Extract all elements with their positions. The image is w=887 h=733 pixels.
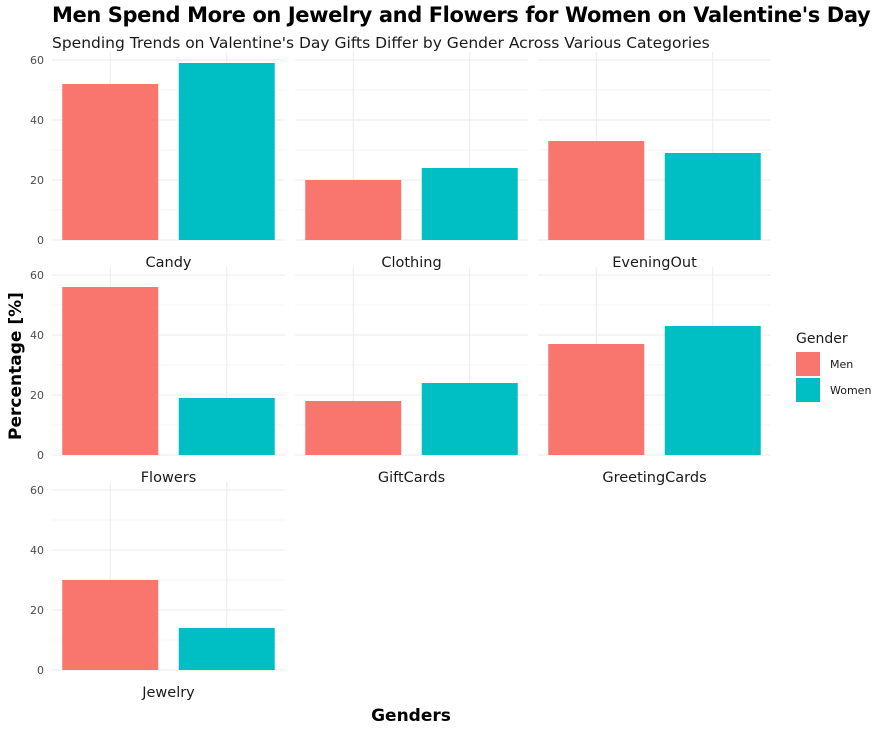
- y-tick-label: 20: [30, 174, 44, 187]
- bar-giftcards-women: [421, 383, 518, 455]
- facet-label-eveningout: EveningOut: [612, 255, 697, 271]
- bar-giftcards-men: [305, 401, 402, 455]
- y-tick-label: 60: [30, 484, 44, 497]
- facet-label-flowers: Flowers: [141, 470, 197, 486]
- y-tick-label: 0: [37, 664, 44, 677]
- legend-title: Gender: [796, 331, 848, 347]
- y-axis-title: Percentage [%]: [6, 292, 26, 440]
- bar-greetingcards-men: [548, 344, 645, 455]
- x-axis-title: Genders: [371, 706, 451, 726]
- y-tick-label: 40: [30, 114, 44, 127]
- facet-label-clothing: Clothing: [381, 255, 441, 271]
- legend-label-women: Women: [830, 384, 871, 397]
- y-tick-label: 60: [30, 269, 44, 282]
- legend-swatch-men: [796, 352, 820, 376]
- legend-label-men: Men: [830, 358, 853, 371]
- bar-candy-women: [178, 63, 275, 240]
- bar-candy-men: [62, 84, 159, 240]
- facet-label-jewelry: Jewelry: [141, 685, 195, 701]
- bar-flowers-men: [62, 287, 159, 455]
- bar-jewelry-men: [62, 580, 159, 670]
- chart-subtitle: Spending Trends on Valentine's Day Gifts…: [52, 34, 710, 52]
- facet-label-greetingcards: GreetingCards: [602, 470, 706, 486]
- y-tick-label: 20: [30, 604, 44, 617]
- y-tick-label: 40: [30, 544, 44, 557]
- bar-eveningout-women: [664, 153, 761, 240]
- y-tick-label: 60: [30, 54, 44, 67]
- bar-jewelry-women: [178, 628, 275, 670]
- facet-label-candy: Candy: [146, 255, 192, 271]
- bar-greetingcards-women: [664, 326, 761, 455]
- bar-clothing-women: [421, 168, 518, 240]
- bar-flowers-women: [178, 398, 275, 455]
- chart-title: Men Spend More on Jewelry and Flowers fo…: [52, 3, 871, 27]
- y-tick-label: 40: [30, 329, 44, 342]
- facet-label-giftcards: GiftCards: [378, 470, 445, 486]
- y-tick-label: 0: [37, 234, 44, 247]
- bar-clothing-men: [305, 180, 402, 240]
- y-tick-label: 0: [37, 449, 44, 462]
- y-tick-label: 20: [30, 389, 44, 402]
- bar-eveningout-men: [548, 141, 645, 240]
- legend-swatch-women: [796, 378, 820, 402]
